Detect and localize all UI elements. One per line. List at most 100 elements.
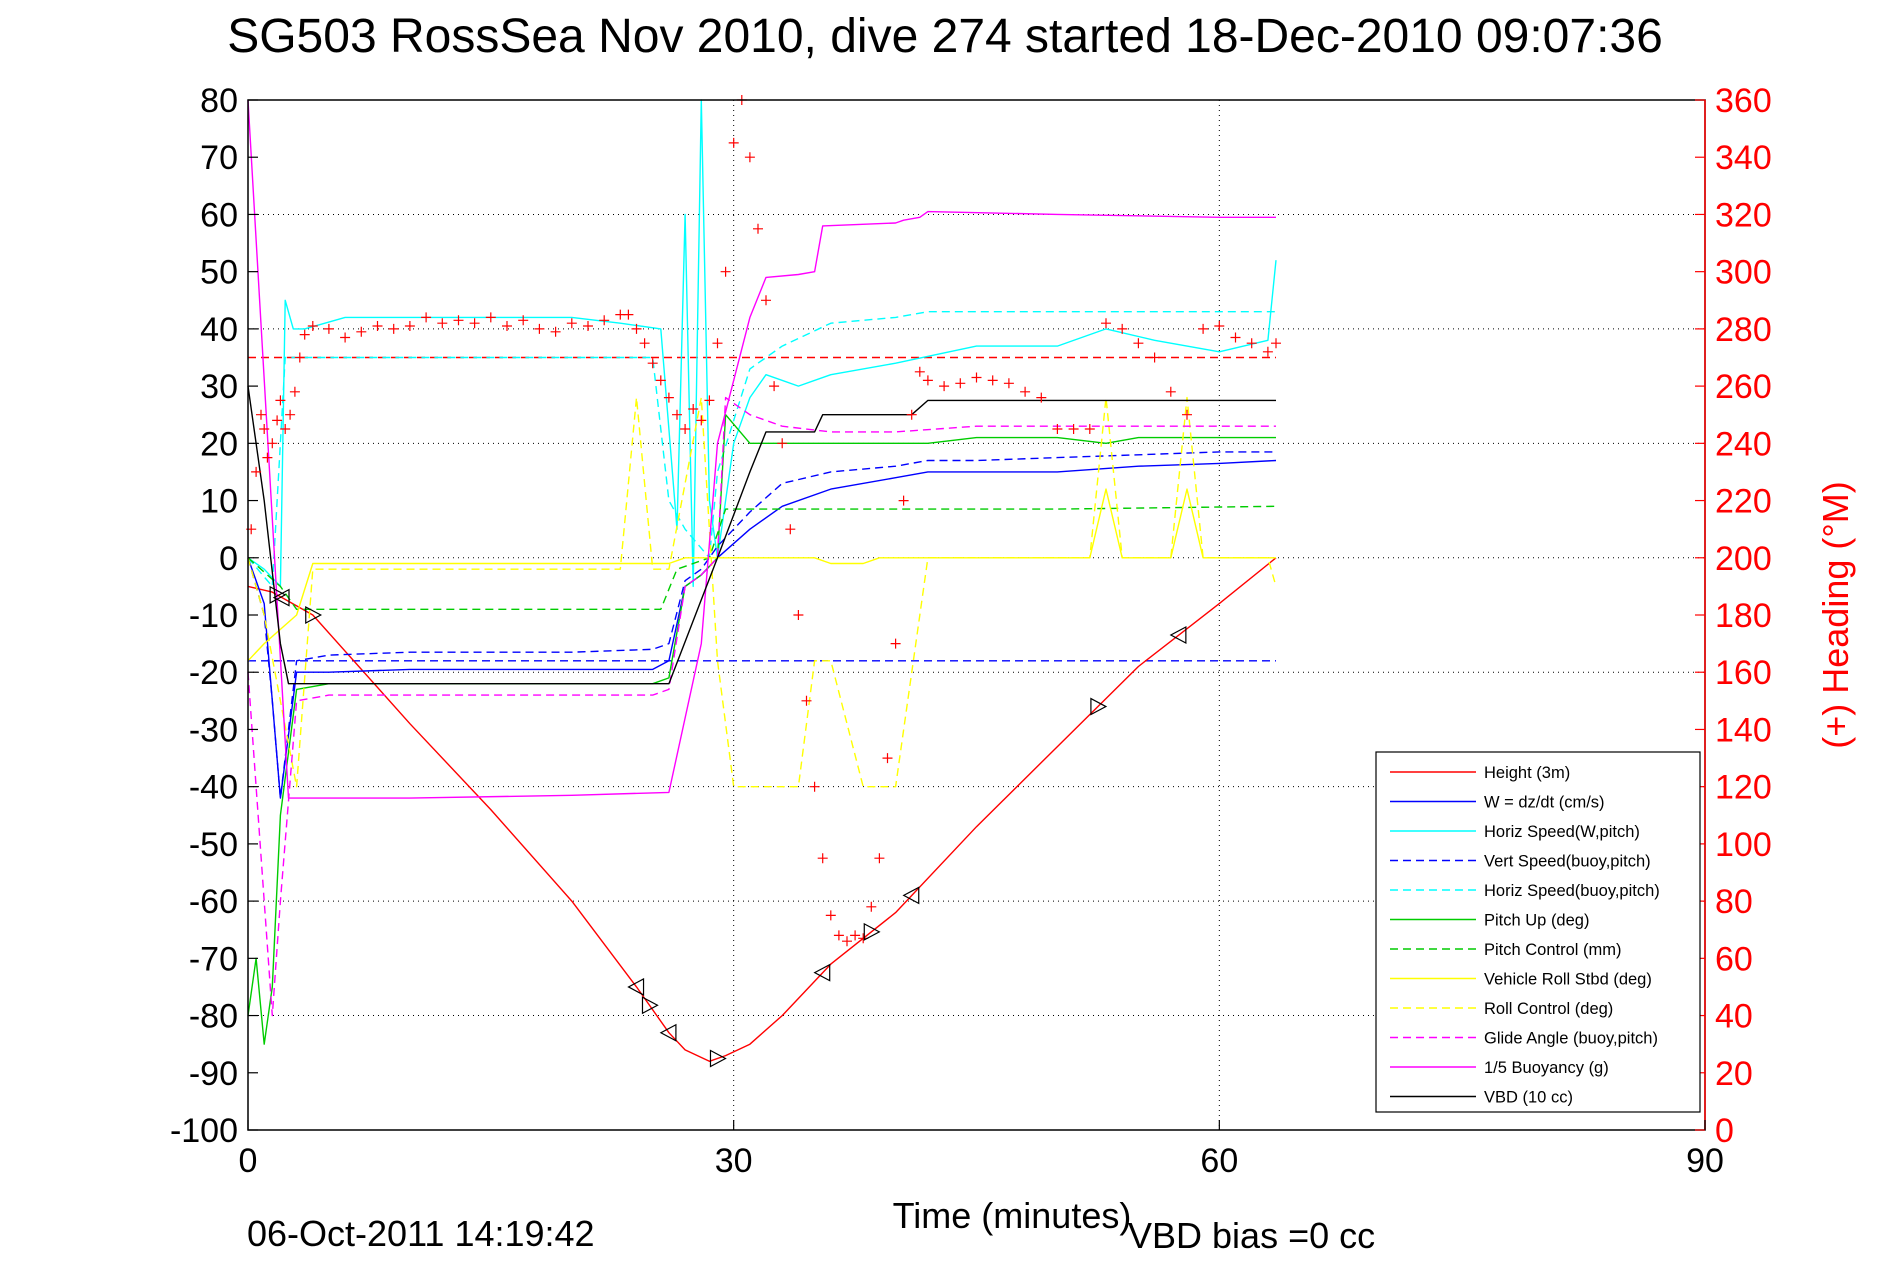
- heading-marker: [294, 352, 305, 363]
- right-tick-label: 80: [1715, 883, 1753, 921]
- legend-label: Vehicle Roll Stbd (deg): [1484, 971, 1652, 989]
- heading-marker: [793, 610, 804, 620]
- dive-marker-triangle: [709, 1049, 727, 1068]
- legend-label: Pitch Up (deg): [1484, 912, 1589, 930]
- legend-label: Vert Speed(buoy,pitch): [1484, 853, 1651, 871]
- left-tick-label: -20: [189, 654, 238, 692]
- heading-marker: [1149, 352, 1160, 363]
- legend-label: VBD (10 cc): [1484, 1089, 1573, 1107]
- heading-marker: [631, 323, 642, 334]
- x-axis-label: Time (minutes): [893, 1195, 1132, 1236]
- heading-marker: [890, 638, 901, 649]
- heading-marker: [696, 415, 707, 426]
- left-tick-label: -100: [170, 1112, 238, 1150]
- legend-label: 1/5 Buoyancy (g): [1484, 1059, 1609, 1077]
- dive-markers: [269, 585, 1187, 1068]
- heading-marker: [809, 781, 820, 792]
- heading-marker: [1262, 346, 1273, 357]
- heading-marker: [1165, 386, 1176, 397]
- heading-marker: [688, 404, 699, 414]
- heading-marker: [655, 375, 666, 386]
- heading-marker: [518, 315, 529, 326]
- heading-marker: [267, 438, 278, 449]
- heading-marker: [550, 326, 561, 337]
- x-tick-label: 90: [1686, 1142, 1724, 1180]
- left-tick-label: -30: [189, 711, 238, 749]
- right-tick-label: 320: [1715, 196, 1772, 234]
- heading-marker: [720, 266, 731, 277]
- dive-marker-triangle: [813, 963, 831, 982]
- dive-marker-triangle: [1090, 697, 1108, 716]
- heading-marker: [285, 409, 296, 420]
- dive-marker-triangle: [641, 996, 659, 1015]
- left-tick-label: -50: [189, 826, 238, 864]
- right-tick-label: 40: [1715, 998, 1753, 1036]
- heading-marker: [1214, 321, 1225, 331]
- heading-marker: [421, 312, 432, 323]
- heading-marker: [372, 321, 383, 331]
- x-tick-label: 0: [239, 1142, 258, 1180]
- heading-marker: [275, 395, 286, 406]
- heading-marker: [898, 495, 909, 506]
- dive-marker-triangle: [627, 977, 645, 996]
- heading-marker: [1003, 378, 1014, 389]
- heading-marker: [485, 312, 496, 323]
- left-tick-label: -60: [189, 883, 238, 921]
- left-tick-label: 0: [219, 540, 238, 578]
- left-tick-label: 10: [200, 483, 238, 521]
- heading-marker: [801, 695, 812, 706]
- heading-marker: [882, 753, 893, 764]
- heading-marker: [850, 930, 861, 941]
- heading-marker: [437, 318, 448, 329]
- heading-marker: [299, 329, 310, 340]
- legend-box: [1375, 751, 1701, 1113]
- heading-marker: [866, 901, 877, 912]
- heading-marker: [1133, 338, 1144, 349]
- heading-markers: [246, 95, 1281, 947]
- left-tick-label: 60: [200, 196, 238, 234]
- heading-marker: [1101, 318, 1111, 329]
- left-tick-label: 40: [200, 311, 238, 349]
- heading-marker: [280, 424, 291, 434]
- heading-marker: [728, 137, 739, 148]
- heading-marker: [404, 321, 415, 331]
- heading-marker: [825, 910, 836, 921]
- right-tick-label: 100: [1715, 826, 1772, 864]
- legend-label: Glide Angle (buoy,pitch): [1484, 1030, 1658, 1048]
- heading-marker: [672, 409, 682, 420]
- left-tick-label: -10: [189, 597, 238, 635]
- heading-marker: [785, 524, 796, 535]
- heading-marker: [680, 424, 691, 434]
- dive-marker-triangle: [902, 886, 920, 905]
- series-vbd-10-cc: [247, 386, 1276, 685]
- heading-marker: [971, 372, 982, 383]
- legend-label: Horiz Speed(buoy,pitch): [1484, 882, 1660, 900]
- left-tick-label: -40: [189, 769, 238, 807]
- right-y-ticks: 3603403203002802602402202001801601401201…: [1695, 82, 1772, 1150]
- dive-marker-triangle: [272, 588, 290, 607]
- right-tick-label: 160: [1715, 654, 1772, 692]
- heading-marker: [388, 323, 399, 334]
- right-tick-label: 260: [1715, 368, 1772, 406]
- right-tick-label: 220: [1715, 483, 1772, 521]
- heading-marker: [623, 309, 634, 320]
- legend-label: Height (3m): [1484, 764, 1570, 782]
- heading-marker: [833, 930, 844, 941]
- heading-marker: [914, 366, 925, 377]
- heading-marker: [262, 452, 273, 463]
- heading-marker: [340, 332, 351, 343]
- right-tick-label: 20: [1715, 1055, 1753, 1093]
- heading-marker: [1052, 424, 1063, 434]
- heading-marker: [1020, 386, 1031, 397]
- heading-marker: [906, 409, 917, 420]
- footer-vbd-bias: VBD bias =0 cc: [1128, 1215, 1375, 1256]
- legend-label: Roll Control (deg): [1484, 1000, 1613, 1018]
- legend-label: Pitch Control (mm): [1484, 941, 1622, 959]
- x-tick-label: 30: [715, 1142, 753, 1180]
- right-tick-label: 0: [1715, 1112, 1734, 1150]
- left-tick-label: 70: [200, 139, 238, 177]
- heading-marker: [777, 438, 788, 449]
- left-tick-label: 30: [200, 368, 238, 406]
- heading-marker: [502, 321, 512, 331]
- right-tick-label: 120: [1715, 769, 1772, 807]
